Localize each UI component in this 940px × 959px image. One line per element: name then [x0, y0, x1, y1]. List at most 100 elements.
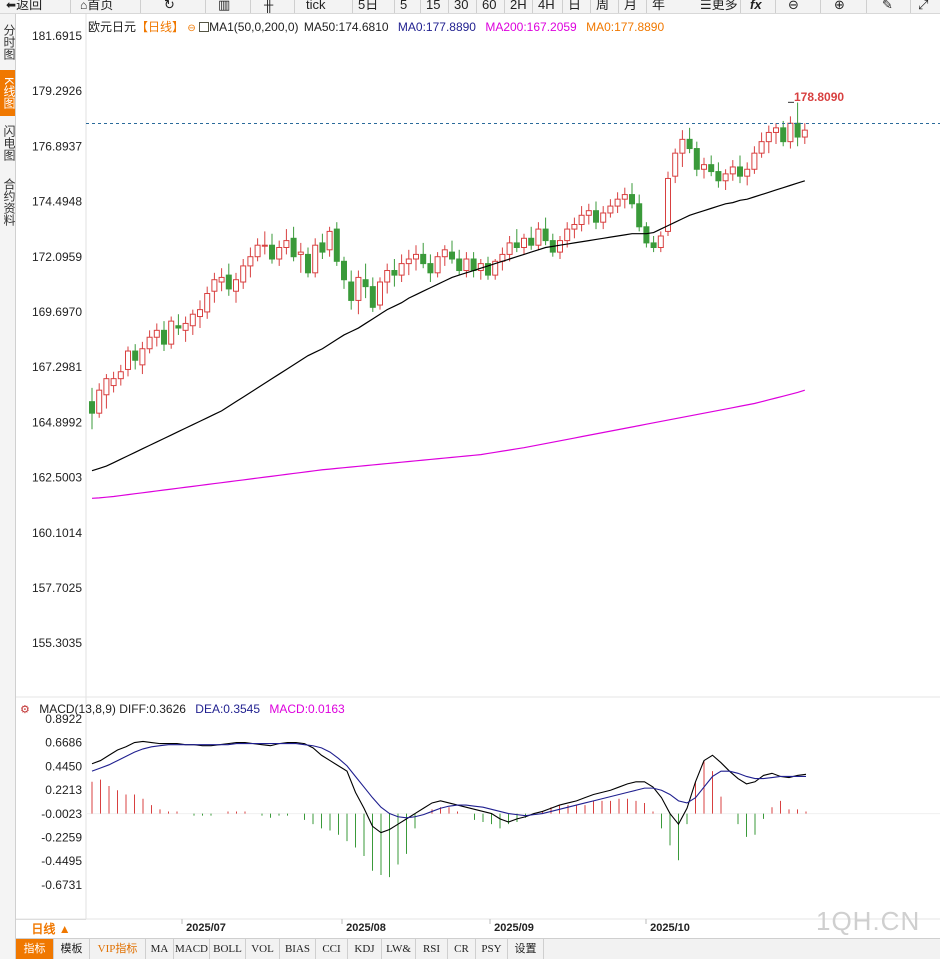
refresh-button[interactable]: ↻ — [164, 0, 175, 13]
period-button-0[interactable]: 5日 — [358, 0, 379, 12]
indicator-tab-9[interactable]: KDJ — [348, 939, 382, 959]
candle-body — [715, 171, 722, 182]
period-button-7[interactable]: 日 — [568, 0, 582, 12]
macd-axis-label: 0.6686 — [45, 736, 82, 750]
macd-dea-value: DEA:0.3545 — [195, 702, 261, 716]
zoom-out-button[interactable]: ⊖ — [788, 0, 799, 13]
candle-body — [333, 228, 340, 262]
candle-body — [441, 249, 448, 258]
toolbar-divider — [910, 0, 911, 13]
indicator-tab-3[interactable]: MA — [146, 939, 174, 959]
price-axis-label: 179.2926 — [32, 84, 82, 98]
candle-body — [153, 329, 160, 338]
candle-body — [758, 141, 765, 154]
indicator-tab-8[interactable]: CCI — [316, 939, 348, 959]
toolbar-divider — [590, 0, 591, 13]
toolbar-divider — [775, 0, 776, 13]
period-button-9[interactable]: 月 — [624, 0, 638, 12]
ma50-line — [91, 180, 805, 472]
home-button[interactable]: ⌂首页 — [80, 0, 114, 12]
toolbar-divider — [476, 0, 477, 13]
ma0-value-secondary: MA0:177.8890 — [586, 20, 665, 34]
candle-body — [398, 263, 405, 276]
indicator-tab-11[interactable]: RSI — [416, 939, 448, 959]
candle-body — [146, 336, 153, 350]
back-button[interactable]: ⬅返回 — [6, 0, 43, 12]
candle-body — [528, 237, 535, 246]
macd-axis-label: -0.0023 — [41, 807, 82, 821]
period-button-2[interactable]: 15 — [426, 0, 441, 12]
candle-body — [204, 293, 211, 313]
ma-toggle-icon[interactable] — [199, 22, 210, 32]
fullscreen-button[interactable]: ⤢ — [918, 0, 928, 13]
candle-body — [665, 177, 671, 232]
period-button-8[interactable]: 周 — [596, 0, 610, 12]
macd-settings-icon[interactable]: ⚙ — [20, 704, 30, 716]
period-button-4[interactable]: 60 — [482, 0, 497, 12]
period-button-6[interactable]: 4H — [538, 0, 555, 12]
symbol-name: 欧元日元 — [88, 20, 137, 34]
indicator-tab-13[interactable]: PSY — [476, 939, 508, 959]
tick-button[interactable]: tick — [306, 0, 326, 12]
candle-body — [679, 138, 686, 154]
price-axis-label: 157.7025 — [32, 581, 82, 595]
sidebar-tab-1[interactable]: K线图 — [0, 70, 16, 116]
period-button-3[interactable]: 30 — [454, 0, 469, 12]
indicator-tab-7[interactable]: BIAS — [280, 939, 316, 959]
home-icon: ⌂ — [80, 0, 88, 12]
back-arrow-icon: ⬅ — [6, 0, 17, 12]
candle-body — [355, 276, 362, 301]
draw-tool-button[interactable]: ✎ — [882, 0, 893, 13]
candle-body — [751, 152, 758, 170]
indicator-tab-0[interactable]: 指标 — [16, 939, 54, 959]
formula-button[interactable]: fx — [750, 0, 762, 12]
candle-style-button[interactable]: ╫ — [264, 0, 273, 13]
macd-axis-label: -0.6731 — [41, 878, 82, 892]
candle-body — [535, 228, 542, 246]
sidebar-tab-3[interactable]: 合约资料 — [2, 178, 16, 226]
date-axis-label: 2025/10 — [650, 922, 690, 934]
sidebar-tab-2[interactable]: 闪电图 — [2, 125, 16, 161]
indicator-tab-5[interactable]: BOLL — [210, 939, 246, 959]
indicator-tab-4[interactable]: MACD — [174, 939, 210, 959]
candle-body — [801, 129, 808, 138]
indicator-tab-bar: 指标 模板 VIP指标 MA MACD BOLL VOL BIAS CCI KDJ LW& RSI CR… — [16, 938, 940, 959]
candle-body — [139, 348, 146, 366]
candle-body — [125, 350, 131, 370]
indicator-tab-12[interactable]: CR — [448, 939, 476, 959]
period-selector[interactable]: 日线 ▲ — [16, 919, 86, 938]
price-axis-label: 167.2981 — [32, 360, 82, 374]
candle-body — [362, 279, 369, 288]
macd-axis-label: 0.2213 — [45, 783, 82, 797]
period-button-1[interactable]: 5 — [400, 0, 408, 12]
candle-body — [607, 205, 614, 214]
candle-body — [794, 122, 801, 138]
candle-body — [369, 286, 376, 308]
indicator-tab-14[interactable]: 设置 — [508, 939, 544, 959]
settings-icon[interactable]: ⊖ — [187, 23, 196, 34]
candle-body — [571, 223, 578, 230]
period-button-5[interactable]: 2H — [510, 0, 527, 12]
indicator-tab-1[interactable]: 模板 — [54, 939, 90, 959]
period-button-10[interactable]: 年 — [652, 0, 666, 12]
indicator-tab-2[interactable]: VIP指标 — [90, 939, 146, 959]
ma200-line — [91, 389, 805, 499]
chart-svg[interactable]: 181.6915 179.2926 176.8937 174.4948 172.0959… — [16, 14, 940, 938]
candle-body — [657, 235, 664, 249]
candle-body — [513, 242, 520, 249]
indicator-tab-6[interactable]: VOL — [246, 939, 280, 959]
kline-chart-button[interactable]: ▥ — [218, 0, 230, 13]
indicator-tab-10[interactable]: LW& — [382, 939, 416, 959]
watermark: 1QH.CN — [816, 906, 921, 936]
candle-body — [636, 203, 643, 228]
candle-body — [276, 247, 283, 260]
macd-dea-line — [91, 743, 806, 819]
zoom-in-button[interactable]: ⊕ — [834, 0, 845, 13]
more-button[interactable]: ☰更多 — [700, 0, 738, 13]
candle-body — [218, 276, 225, 283]
sidebar-tab-0[interactable]: 分时图 — [2, 24, 16, 60]
candle-body — [600, 212, 607, 223]
candle-body — [413, 253, 419, 260]
candle-body — [110, 378, 117, 387]
candle-body — [261, 244, 268, 247]
